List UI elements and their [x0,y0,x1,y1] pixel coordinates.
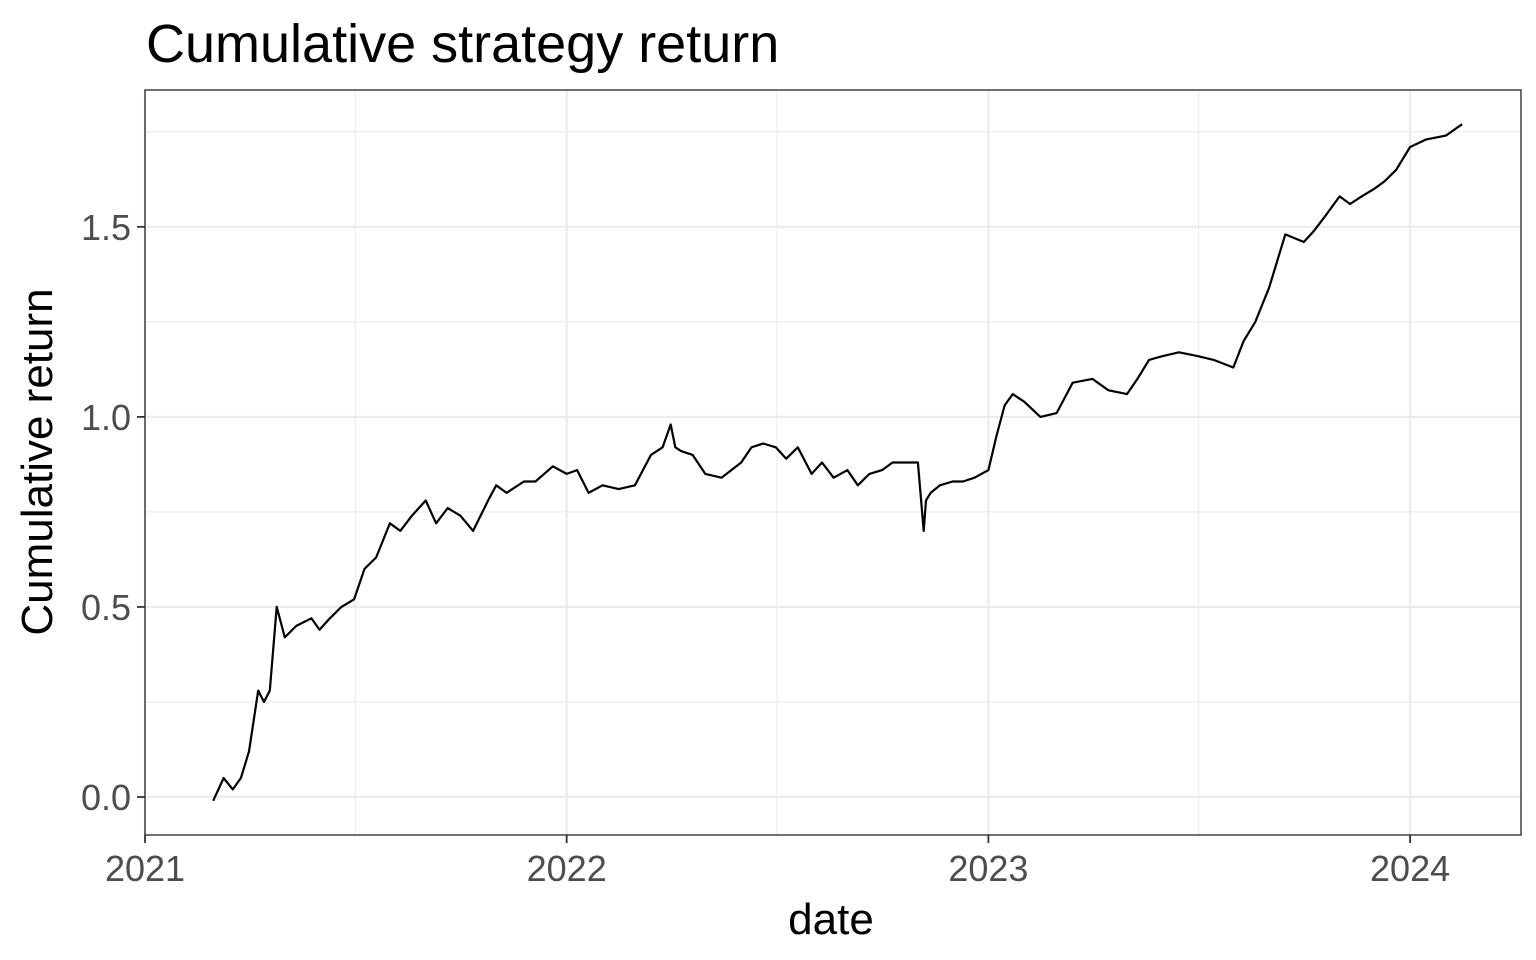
grid-lines [143,90,1521,835]
chart-title: Cumulative strategy return [146,14,779,74]
y-tick-label: 1.5 [81,207,131,248]
y-tick-label: 0.5 [81,587,131,628]
x-tick-label: 2022 [527,848,607,889]
x-tick-label: 2023 [948,848,1028,889]
y-tick-label: 1.0 [81,397,131,438]
plot-panel-border [144,89,1522,836]
x-tick-label: 2021 [105,848,185,889]
x-tick-label: 2024 [1370,848,1450,889]
series-layer [212,123,1463,802]
y-tick-label: 0.0 [81,777,131,818]
axis-ticks: 0.0 0.5 1.0 1.5 2021 2022 2023 2024 [81,207,1450,889]
cumulative-return-line [212,123,1463,802]
x-axis-label: date [788,895,874,944]
y-axis-label: Cumulative return [13,288,62,635]
